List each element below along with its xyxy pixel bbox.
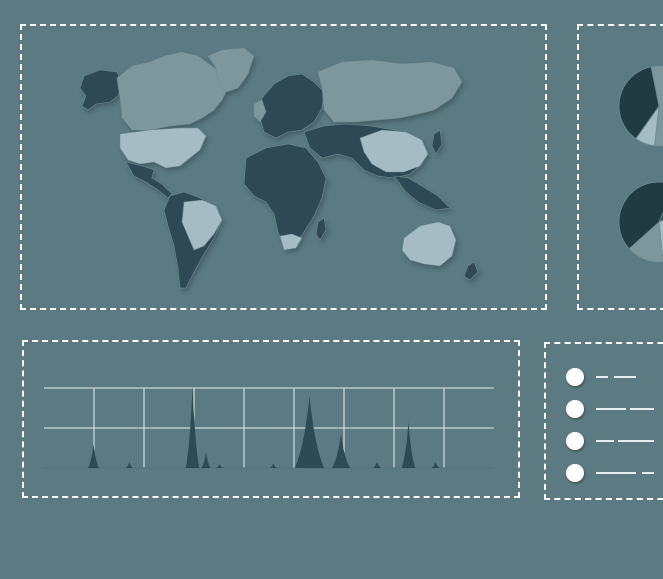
map-region-brazil (181, 199, 223, 251)
legend-item (566, 464, 663, 482)
map-region-europe (259, 73, 325, 139)
legend-placeholder-lines (596, 472, 663, 474)
area-peak (270, 463, 277, 468)
pie-slice (618, 66, 660, 140)
legend-placeholder-lines (596, 440, 663, 442)
area-peak (294, 396, 325, 468)
world-map-panel (20, 24, 547, 310)
area-peak (185, 386, 200, 468)
area-peak (332, 434, 350, 468)
map-region-north-america (116, 51, 229, 131)
map-region-uk (253, 99, 267, 123)
pie-chart-1 (618, 65, 663, 147)
area-peak (201, 452, 211, 468)
legend-panel (544, 342, 663, 500)
map-region-africa (243, 143, 327, 249)
legend-bullet-icon (566, 368, 584, 386)
map-region-alaska (79, 69, 123, 111)
pie-charts (618, 65, 663, 263)
map-region-greenland (207, 47, 255, 93)
area-peak (372, 462, 382, 468)
map-region-australia (401, 221, 457, 267)
legend-placeholder-lines (596, 408, 663, 410)
pie-chart-2 (618, 181, 663, 263)
map-region-southeast-asia (393, 175, 451, 211)
area-chart (44, 386, 494, 469)
world-map-icon (79, 47, 479, 289)
map-region-china (359, 129, 429, 173)
legend-item (566, 368, 663, 386)
pie-charts-panel (577, 24, 663, 310)
area-chart-panel (22, 340, 520, 498)
area-peak (431, 462, 440, 468)
legend-item (566, 432, 663, 450)
area-peak (88, 444, 99, 468)
legend-bullet-icon (566, 464, 584, 482)
map-region-madagascar (315, 217, 327, 241)
legend-bullet-icon (566, 432, 584, 450)
map-region-usa (119, 127, 207, 169)
pie-slice (618, 181, 663, 250)
map-region-japan (431, 129, 443, 155)
map-region-russia (317, 59, 463, 123)
pie-slice (650, 65, 663, 147)
area-peak (216, 464, 223, 468)
legend-placeholder-lines (596, 376, 663, 378)
map-region-south-africa (279, 233, 303, 251)
map-region-central-america (125, 161, 173, 199)
area-peak (401, 422, 416, 468)
map-region-new-zealand (463, 261, 479, 281)
legend-item (566, 400, 663, 418)
legend-bullet-icon (566, 400, 584, 418)
area-peak (126, 462, 133, 468)
